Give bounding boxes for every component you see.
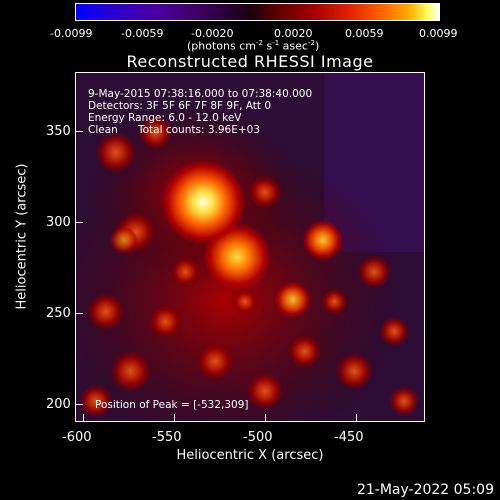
x-tick-label: -600: [62, 430, 92, 445]
x-axis-title: Heliocentric X (arcsec): [176, 448, 324, 463]
x-tick: [356, 414, 357, 422]
colorbar-tick-label: -0.0020: [191, 27, 234, 40]
total-counts-label: Total counts: 3.96E+03: [138, 124, 261, 136]
image-title: Reconstructed RHESSI Image: [126, 52, 374, 71]
x-tick-label: -450: [334, 430, 364, 445]
y-tick: [75, 313, 83, 314]
colorbar-tick-label: 0.0099: [419, 27, 458, 40]
y-tick-label: 300: [46, 215, 71, 230]
peak-position-label: Position of Peak = [-532,309]: [95, 399, 249, 411]
y-tick-label: 200: [46, 397, 71, 412]
colorbar-unit-label: (photons cm-2 s-1 asec-2): [187, 39, 320, 53]
y-tick-label: 350: [46, 124, 71, 139]
y-tick: [75, 404, 83, 405]
time-range-label: 9-May-2015 07:38:16.000 to 07:38:40.000: [88, 88, 313, 100]
rhessi-intensity-map: [76, 73, 424, 421]
x-tick-label: -550: [152, 430, 182, 445]
footer-date: 21-May-2022 05:09: [356, 482, 494, 498]
colorbar-tick-label: -0.0059: [121, 27, 164, 40]
colorbar-tick-label: 0.0059: [345, 27, 384, 40]
method-label: Clean: [88, 124, 118, 136]
y-tick-label: 250: [46, 306, 71, 321]
detectors-label: Detectors: 3F 5F 6F 7F 8F 9F, Att 0: [88, 100, 272, 112]
colorbar: [75, 3, 440, 21]
colorbar-tick-label: 0.0020: [274, 27, 313, 40]
y-axis-title: Heliocentric Y (arcsec): [14, 163, 30, 310]
y-tick: [75, 131, 83, 132]
rhessi-image-panel: 9-May-2015 07:38:16.000 to 07:38:40.000 …: [75, 72, 425, 422]
x-tick: [174, 414, 175, 422]
x-tick: [265, 414, 266, 422]
x-tick-label: -500: [243, 430, 273, 445]
x-tick: [83, 414, 84, 422]
colorbar-tick-label: -0.0099: [50, 27, 93, 40]
y-tick: [75, 222, 83, 223]
energy-range-label: Energy Range: 6.0 - 12.0 keV: [88, 112, 242, 124]
